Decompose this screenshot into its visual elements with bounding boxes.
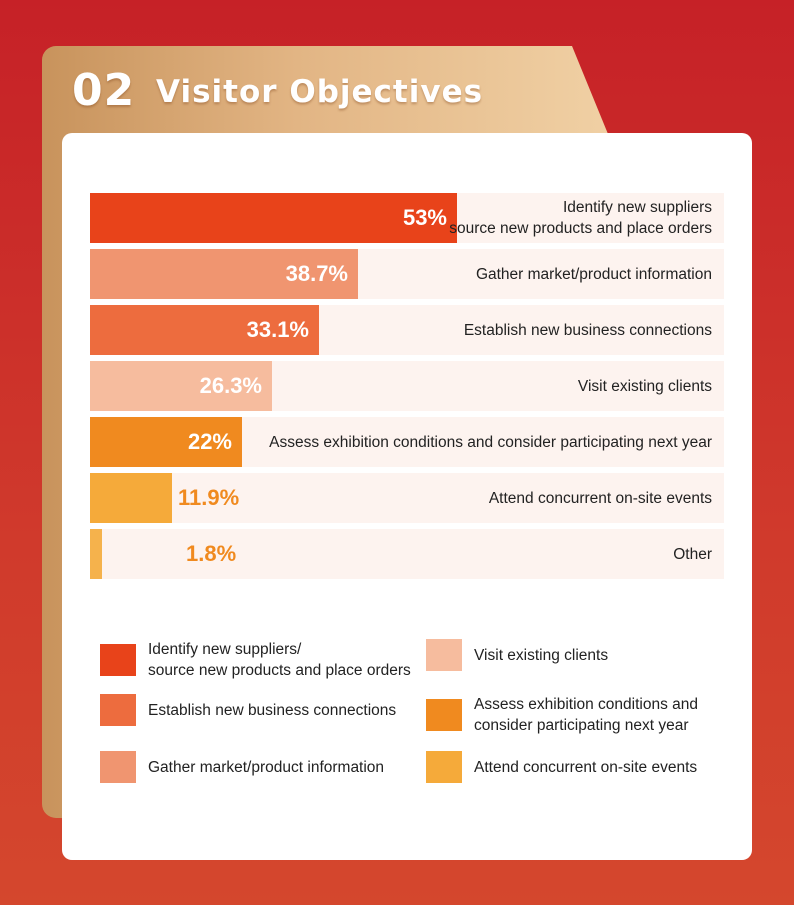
legend-label-line: Identify new suppliers/ xyxy=(148,641,302,658)
bar-category-label: Other xyxy=(673,529,712,579)
bar xyxy=(90,249,358,299)
legend-swatch xyxy=(100,644,136,676)
bar-value-label: 22% xyxy=(187,429,232,454)
section-title: Visitor Objectives xyxy=(156,74,484,110)
bar xyxy=(90,193,457,243)
legend-item: Attend concurrent on-site events xyxy=(426,751,697,783)
bar-row: 1.8% Other xyxy=(90,529,724,579)
legend-label-line: source new products and place orders xyxy=(148,662,411,679)
bar xyxy=(90,529,102,579)
bar xyxy=(90,305,319,355)
legend-label: Assess exhibition conditions and consider… xyxy=(474,694,698,736)
legend-label-line: Gather market/product information xyxy=(148,758,385,776)
section-number: 02 xyxy=(72,65,136,116)
legend-item: Visit existing clients xyxy=(426,639,608,671)
bar-row: 26.3% Visit existing clients xyxy=(90,361,724,411)
legend-label-line: Establish new business connections xyxy=(148,701,397,719)
bar-category-label-line: Establish new business connections xyxy=(463,321,712,339)
bar-row: 38.7% Gather market/product information xyxy=(90,249,724,299)
bar-row: 11.9% Attend concurrent on-site events xyxy=(90,473,724,523)
legend-swatch xyxy=(426,699,462,731)
bar-row: 33.1% Establish new business connections xyxy=(90,305,724,355)
legend-swatch xyxy=(100,751,136,783)
legend-item: Establish new business connections xyxy=(100,694,396,726)
bar-category-label: Assess exhibition conditions and conside… xyxy=(269,417,712,467)
bar-category-label-line: source new products and place orders xyxy=(449,220,712,237)
bar-category-label: Gather market/product information xyxy=(476,249,712,299)
bar-category-label: Establish new business connections xyxy=(464,305,712,355)
bar xyxy=(90,417,242,467)
bar-category-label-line: Visit existing clients xyxy=(577,377,712,395)
legend-label-line: Attend concurrent on-site events xyxy=(474,758,698,776)
legend-label: Visit existing clients xyxy=(474,645,608,666)
bar xyxy=(90,361,272,411)
legend-label: Attend concurrent on-site events xyxy=(474,757,697,778)
bar-row: 53% Identify new suppliers source new prod… xyxy=(90,193,724,243)
legend-label-line: consider participating next year xyxy=(474,717,689,734)
bar-category-label-line: Assess exhibition conditions and conside… xyxy=(269,433,712,451)
legend-item: Assess exhibition conditions and consider… xyxy=(426,694,698,736)
bar-value-label: 33.1% xyxy=(246,317,309,342)
legend-label: Establish new business connections xyxy=(148,700,396,721)
legend-swatch xyxy=(100,694,136,726)
bar-category-label: Visit existing clients xyxy=(578,361,712,411)
bar-category-label-line: Identify new suppliers xyxy=(562,199,712,216)
bar-category-label-line: Attend concurrent on-site events xyxy=(488,489,712,507)
legend-item: Gather market/product information xyxy=(100,751,384,783)
bar-value-label: 53% xyxy=(402,205,447,230)
bar-category-label-line: Gather market/product information xyxy=(475,265,712,283)
chart-card: 53% Identify new suppliers source new prod… xyxy=(62,133,752,860)
bar-category-label: Identify new suppliers source new product… xyxy=(449,193,712,243)
legend-swatch xyxy=(426,751,462,783)
legend-item: Identify new suppliers/source new produc… xyxy=(100,639,411,681)
legend-label-line: Assess exhibition conditions and xyxy=(474,696,699,713)
bar-category-label: Attend concurrent on-site events xyxy=(489,473,712,523)
legend-label: Gather market/product information xyxy=(148,757,384,778)
bar-value-label: 1.8% xyxy=(186,541,237,566)
bar-value-label: 26.3% xyxy=(199,373,262,398)
bar-category-label-line: Other xyxy=(673,545,712,563)
legend-label-line: Visit existing clients xyxy=(474,646,609,664)
bar-value-label: 38.7% xyxy=(285,261,348,286)
bar-value-label: 11.9% xyxy=(178,485,240,510)
bar xyxy=(90,473,172,523)
legend-label: Identify new suppliers/source new produc… xyxy=(148,639,411,681)
legend-swatch xyxy=(426,639,462,671)
bar-row: 22% Assess exhibition conditions and cons… xyxy=(90,417,724,467)
